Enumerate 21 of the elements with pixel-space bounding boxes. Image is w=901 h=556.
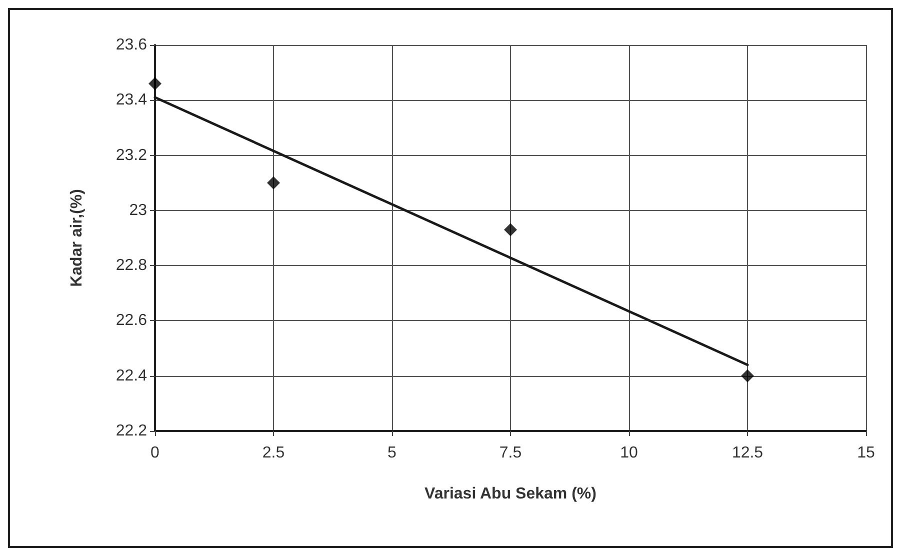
point xyxy=(267,176,280,190)
x-tick-label: 5 xyxy=(388,444,397,462)
y-tick-label: 22.4 xyxy=(116,367,148,384)
y-tick-label: 22.2 xyxy=(116,422,148,440)
point xyxy=(148,77,162,90)
point xyxy=(741,369,754,382)
y-axis-title: Kadar air,(%) xyxy=(68,189,86,287)
y-tick-label: 23 xyxy=(129,202,148,219)
x-tick-label: 12.5 xyxy=(732,444,764,462)
x-tick-label: 10 xyxy=(620,444,638,462)
x-tick-label: 15 xyxy=(857,444,875,462)
x-tick-label: 2.5 xyxy=(262,444,285,462)
y-tick-label: 23.6 xyxy=(116,36,148,54)
y-tick-label: 22.8 xyxy=(116,257,148,274)
y-tick-label: 23.2 xyxy=(116,146,148,164)
x-axis-title: Variasi Abu Sekam (%) xyxy=(424,486,596,502)
x-tick-label: 7.5 xyxy=(499,444,522,462)
point xyxy=(504,223,517,236)
x-tick-label: 0 xyxy=(150,444,160,462)
y-tick-label: 23.4 xyxy=(116,92,148,109)
y-tick-label: 22.6 xyxy=(116,312,148,330)
